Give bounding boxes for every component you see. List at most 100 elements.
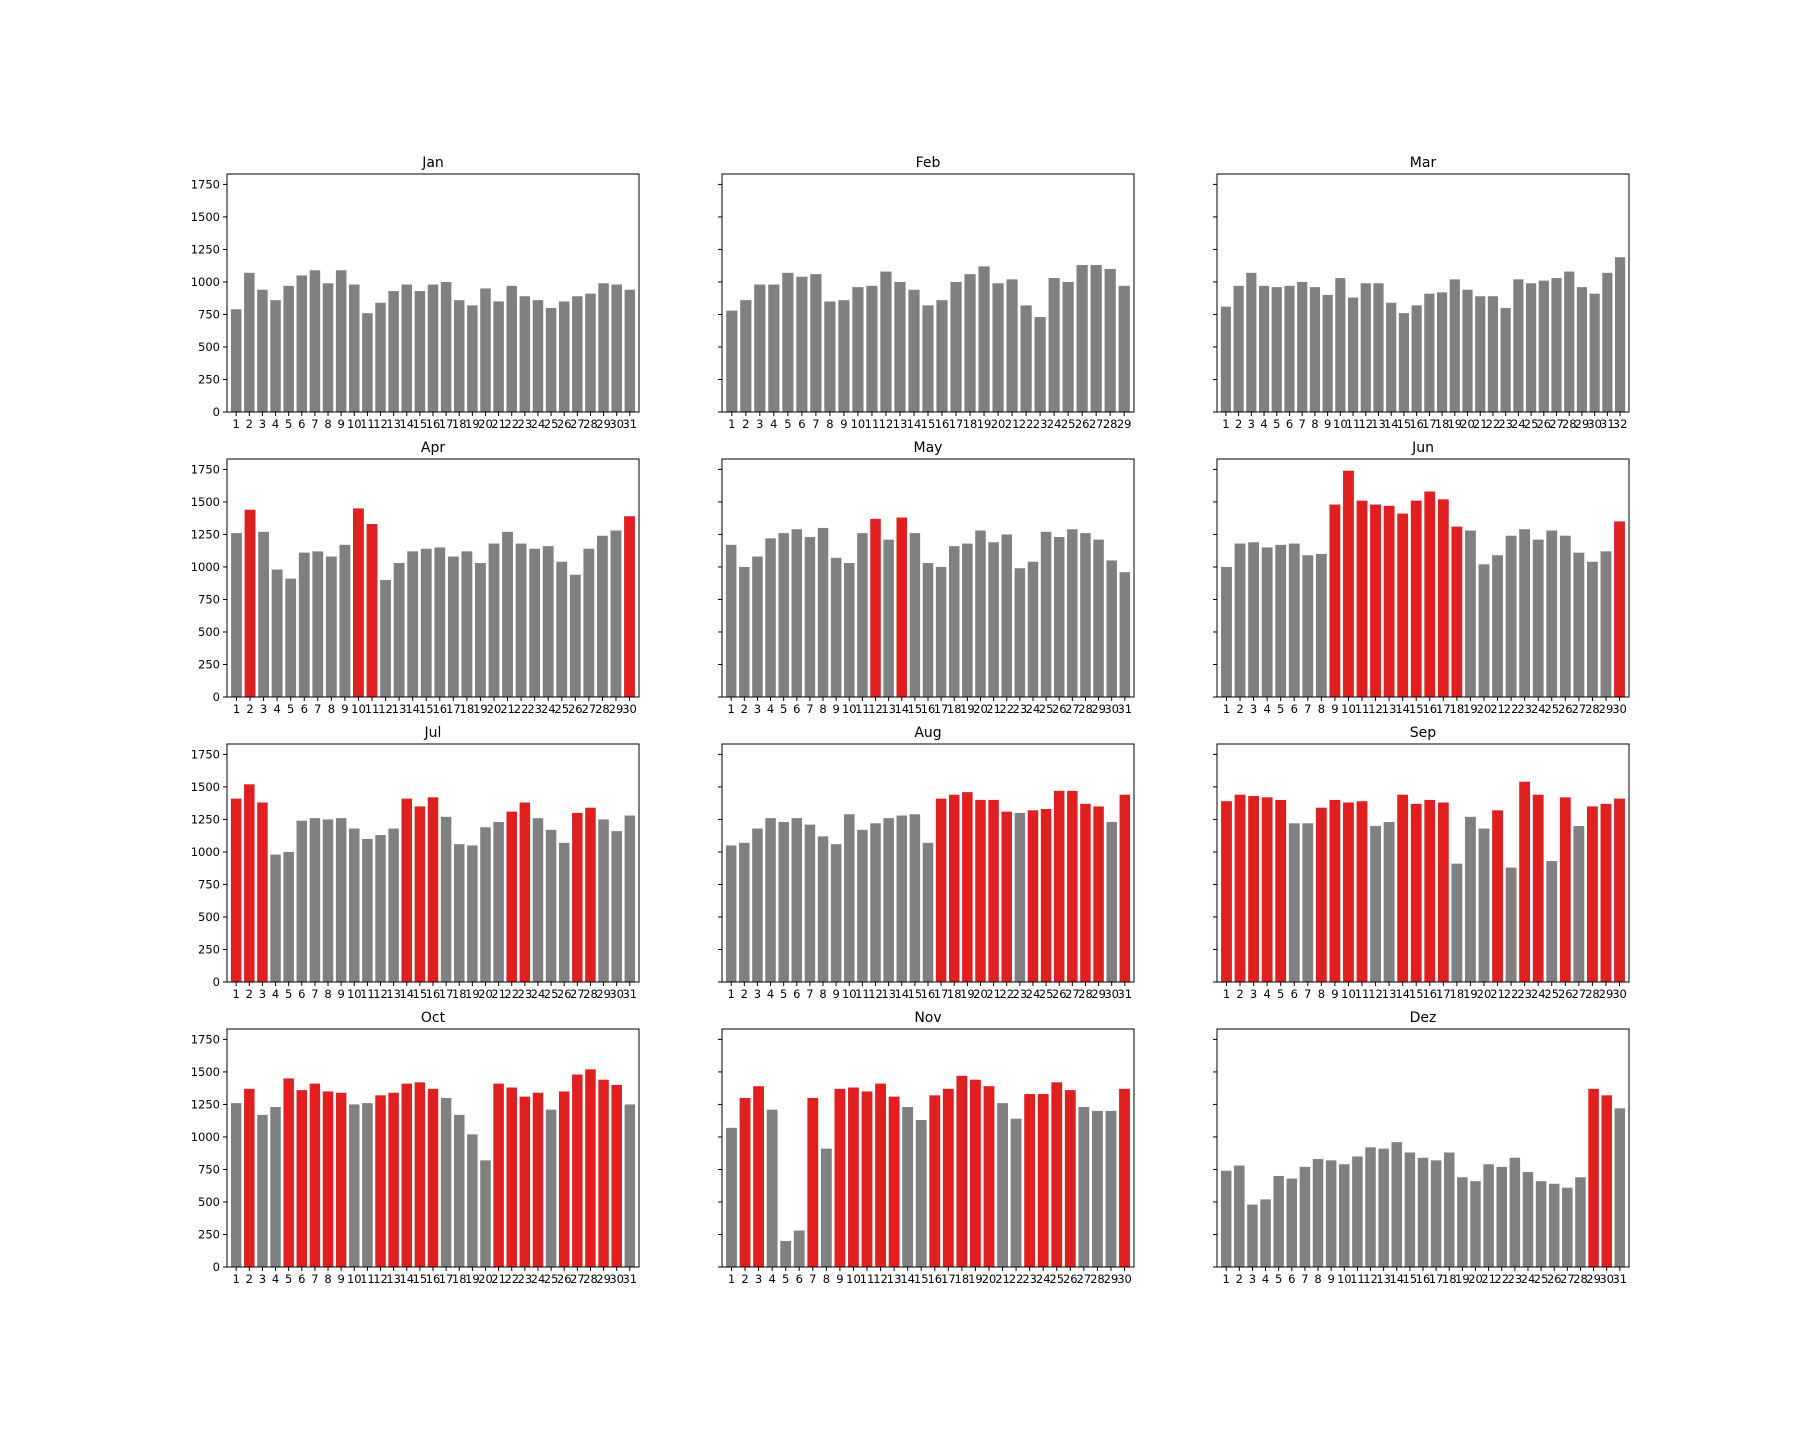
x-tick-label: 1 <box>728 702 735 716</box>
bar-jan-25 <box>545 307 557 412</box>
bar-mar-19 <box>1449 279 1460 412</box>
bar-nov-22 <box>1010 1118 1022 1267</box>
bar-aug-8 <box>817 836 829 982</box>
bar-jul-22 <box>506 811 517 982</box>
x-tick-label: 15 <box>419 702 434 716</box>
x-tick-label: 5 <box>287 702 294 716</box>
x-tick-label: 25 <box>1534 1272 1549 1286</box>
bar-feb-12 <box>880 271 892 412</box>
x-tick-label: 8 <box>823 1272 830 1286</box>
x-tick-label: 18 <box>1450 987 1465 1001</box>
bar-jun-15 <box>1410 500 1422 697</box>
bar-mar-26 <box>1538 280 1549 412</box>
bar-jan-16 <box>427 284 439 412</box>
x-tick-label: 28 <box>1090 1272 1105 1286</box>
x-tick-label: 11 <box>1346 417 1361 431</box>
bar-mar-14 <box>1386 302 1397 412</box>
bar-oct-11 <box>362 1103 373 1267</box>
x-tick-label: 21 <box>1490 702 1505 716</box>
y-tick-label: 250 <box>198 942 220 956</box>
bar-jul-14 <box>401 798 413 982</box>
bar-oct-7 <box>309 1083 321 1267</box>
bar-feb-24 <box>1048 278 1060 412</box>
x-tick-label: 21 <box>500 702 515 716</box>
x-tick-label: 4 <box>273 702 280 716</box>
x-tick-label: 1 <box>1223 702 1230 716</box>
y-tick-label: 1000 <box>191 275 220 289</box>
x-tick-label: 5 <box>784 417 791 431</box>
bar-jan-31 <box>624 289 636 412</box>
bar-feb-9 <box>838 300 850 412</box>
x-tick-label: 22 <box>1019 417 1034 431</box>
bar-dez-29 <box>1588 1088 1599 1267</box>
x-tick-label: 23 <box>1022 1272 1037 1286</box>
x-tick-label: 17 <box>446 702 461 716</box>
bar-jun-12 <box>1370 504 1381 697</box>
axes-frame <box>1216 1028 1630 1268</box>
bar-apr-8 <box>325 556 337 697</box>
bar-apr-9 <box>339 544 351 697</box>
x-tick-label: 25 <box>1039 987 1054 1001</box>
x-tick-label: 13 <box>1382 987 1397 1001</box>
bar-oct-22 <box>506 1087 517 1267</box>
x-tick-label: 29 <box>1117 417 1132 431</box>
x-tick-label: 21 <box>491 417 506 431</box>
bar-mar-27 <box>1551 278 1562 412</box>
x-tick-label: 28 <box>1078 702 1093 716</box>
x-tick-label: 16 <box>1422 987 1437 1001</box>
bar-jul-20 <box>480 827 491 982</box>
x-tick-label: 3 <box>1249 1272 1256 1286</box>
x-tick-label: 20 <box>973 987 988 1001</box>
x-tick-label: 7 <box>311 417 318 431</box>
bar-dez-26 <box>1548 1183 1560 1267</box>
x-tick-label: 26 <box>557 1272 572 1286</box>
bar-may-11 <box>857 533 868 697</box>
bar-jul-27 <box>572 812 583 982</box>
bar-oct-19 <box>467 1134 478 1267</box>
bar-feb-17 <box>950 281 962 412</box>
x-tick-label: 26 <box>1558 702 1573 716</box>
x-tick-label: 9 <box>836 1272 843 1286</box>
bar-dez-6 <box>1286 1178 1298 1267</box>
x-tick-label: 23 <box>527 702 542 716</box>
x-tick-label: 12 <box>1358 417 1373 431</box>
x-tick-label: 17 <box>1436 702 1451 716</box>
panel-title: Apr <box>421 440 445 456</box>
bar-apr-2 <box>244 509 256 697</box>
bar-may-31 <box>1119 572 1131 697</box>
x-tick-label: 13 <box>1376 1272 1391 1286</box>
bar-mar-21 <box>1475 296 1486 412</box>
x-tick-label: 10 <box>842 702 857 716</box>
y-tick-label: 1500 <box>191 1065 220 1079</box>
bar-jul-3 <box>257 802 268 982</box>
bar-may-15 <box>909 533 921 697</box>
x-tick-label: 1 <box>728 987 735 1001</box>
bar-sep-1 <box>1221 801 1232 982</box>
x-tick-label: 29 <box>1599 987 1614 1001</box>
bar-aug-5 <box>778 822 789 982</box>
bar-aug-4 <box>765 818 776 982</box>
bar-dez-13 <box>1378 1148 1389 1267</box>
x-tick-label: 2 <box>741 987 748 1001</box>
x-tick-label: 19 <box>968 1272 983 1286</box>
x-tick-label: 22 <box>1504 987 1519 1001</box>
bar-aug-27 <box>1067 790 1078 982</box>
bar-jun-9 <box>1329 504 1341 697</box>
bar-feb-8 <box>824 301 836 412</box>
bar-apr-29 <box>610 530 622 697</box>
x-tick-label: 23 <box>1517 987 1532 1001</box>
bar-oct-21 <box>493 1083 504 1267</box>
x-tick-label: 3 <box>259 987 266 1001</box>
bar-dez-10 <box>1339 1164 1350 1267</box>
bar-may-2 <box>739 566 750 697</box>
x-tick-label: 7 <box>311 987 318 1001</box>
x-tick-label: 7 <box>806 987 813 1001</box>
bar-may-26 <box>1053 537 1065 697</box>
bar-apr-14 <box>407 551 419 697</box>
x-tick-label: 15 <box>413 987 428 1001</box>
x-tick-label: 27 <box>570 1272 585 1286</box>
y-tick-label: 1500 <box>191 210 220 224</box>
x-tick-label: 20 <box>973 702 988 716</box>
bar-apr-10 <box>353 508 364 697</box>
bar-nov-29 <box>1105 1110 1117 1267</box>
